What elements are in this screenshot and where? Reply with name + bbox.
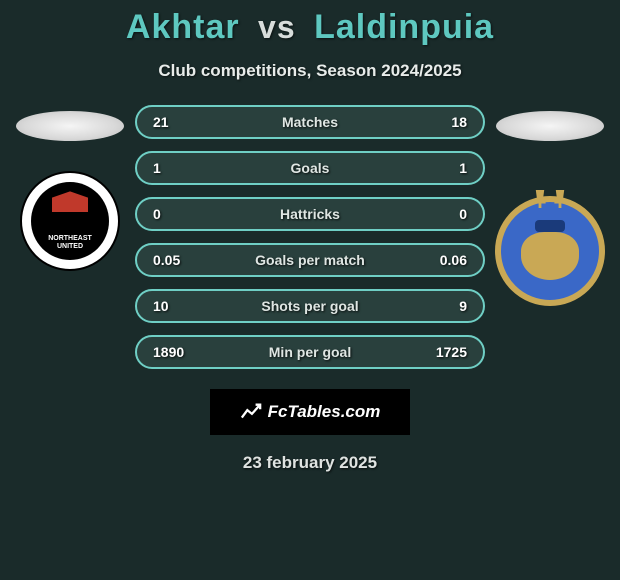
left-side: NORTHEAST UNITED <box>15 105 125 271</box>
club-left-line2: UNITED <box>57 243 83 251</box>
stat-label: Goals per match <box>255 252 365 268</box>
badge-crown-icon <box>535 220 565 232</box>
vs-label: vs <box>258 9 296 45</box>
stat-label: Hattricks <box>280 206 340 222</box>
club-badge-right-inner <box>501 202 599 300</box>
date-label: 23 february 2025 <box>0 453 620 473</box>
trophy-icon <box>553 190 567 208</box>
stat-right-value: 9 <box>427 298 467 314</box>
club-badge-left-inner: NORTHEAST UNITED <box>31 182 109 260</box>
stat-label: Goals <box>291 160 330 176</box>
stat-row-goals-per-match: 0.05 Goals per match 0.06 <box>135 243 485 277</box>
stat-row-shots-per-goal: 10 Shots per goal 9 <box>135 289 485 323</box>
stat-row-min-per-goal: 1890 Min per goal 1725 <box>135 335 485 369</box>
stat-right-value: 1725 <box>427 344 467 360</box>
stat-left-value: 0.05 <box>153 252 193 268</box>
stat-row-goals: 1 Goals 1 <box>135 151 485 185</box>
stat-right-value: 0.06 <box>427 252 467 268</box>
stat-left-value: 0 <box>153 206 193 222</box>
stat-left-value: 1 <box>153 160 193 176</box>
club-left-line1: NORTHEAST <box>48 235 92 243</box>
player2-avatar-placeholder <box>496 111 604 141</box>
trophies-icon <box>501 190 599 208</box>
player1-name: Akhtar <box>126 8 240 46</box>
stat-left-value: 10 <box>153 298 193 314</box>
main-row: NORTHEAST UNITED 21 Matches 18 1 Goals 1… <box>0 105 620 369</box>
stat-label: Min per goal <box>269 344 351 360</box>
stat-label: Matches <box>282 114 338 130</box>
club-badge-right <box>495 196 605 306</box>
brand-badge[interactable]: FcTables.com <box>210 389 410 435</box>
stat-label: Shots per goal <box>261 298 358 314</box>
brand-text: FcTables.com <box>268 402 381 422</box>
stats-column: 21 Matches 18 1 Goals 1 0 Hattricks 0 0.… <box>135 105 485 369</box>
shield-icon <box>52 191 88 233</box>
comparison-card: Akhtar vs Laldinpuia Club competitions, … <box>0 0 620 473</box>
stat-left-value: 1890 <box>153 344 193 360</box>
player2-name: Laldinpuia <box>314 8 494 46</box>
right-side <box>495 105 605 306</box>
stat-right-value: 1 <box>427 160 467 176</box>
player1-avatar-placeholder <box>16 111 124 141</box>
badge-face-icon <box>521 232 579 280</box>
subtitle: Club competitions, Season 2024/2025 <box>0 61 620 81</box>
club-badge-left: NORTHEAST UNITED <box>20 171 120 271</box>
stat-right-value: 0 <box>427 206 467 222</box>
trophy-icon <box>533 190 547 208</box>
title-row: Akhtar vs Laldinpuia <box>0 8 620 47</box>
stat-row-hattricks: 0 Hattricks 0 <box>135 197 485 231</box>
stat-right-value: 18 <box>427 114 467 130</box>
stat-left-value: 21 <box>153 114 193 130</box>
stat-row-matches: 21 Matches 18 <box>135 105 485 139</box>
brand-chart-icon <box>240 401 262 423</box>
